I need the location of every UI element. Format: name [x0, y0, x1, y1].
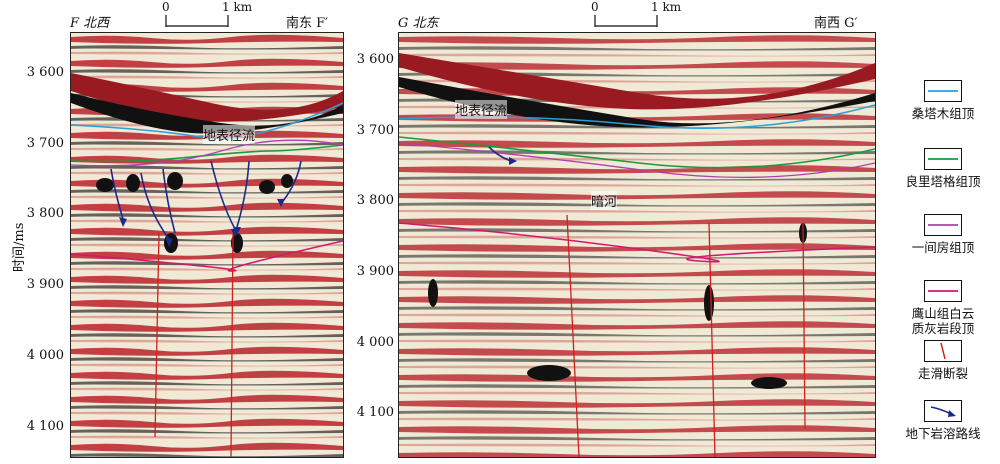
- right-seismic-section: [398, 32, 876, 458]
- legend-label: 地下岩溶路线: [905, 426, 981, 441]
- right-y-tick: 3 700: [356, 123, 394, 138]
- left-scale-end: 1 km: [222, 0, 253, 14]
- legend-swatch: [924, 340, 962, 362]
- right-y-tick: 3 800: [356, 193, 394, 208]
- left-y-tick: 4 000: [26, 348, 64, 363]
- right-y-tick: 4 000: [356, 335, 394, 350]
- legend-item: 走滑断裂: [888, 340, 998, 381]
- left-y-tick: 3 900: [26, 277, 64, 292]
- right-y-tick: 3 600: [356, 52, 394, 67]
- left-seismic-section: [70, 32, 344, 458]
- legend-swatch: [924, 280, 962, 302]
- left-y-tick: 4 100: [26, 419, 64, 434]
- right-y-tick: 4 100: [356, 405, 394, 420]
- left-scale-start: 0: [162, 0, 170, 14]
- legend-swatch: [924, 400, 962, 422]
- left-y-tick: 3 800: [26, 206, 64, 221]
- legend-item: 地下岩溶路线: [888, 400, 998, 441]
- left-y-tick: 3 600: [26, 65, 64, 80]
- right-scale-end: 1 km: [651, 0, 682, 14]
- legend-label: 鹰山组白云质灰岩段顶: [911, 306, 975, 336]
- right-panel-title-right: 南西 G′: [814, 16, 858, 31]
- legend-label: 桑塔木组顶: [911, 106, 975, 121]
- right-y-tick: 3 900: [356, 264, 394, 279]
- left-scale-bar: [165, 12, 229, 28]
- legend-item: 鹰山组白云质灰岩段顶: [888, 280, 998, 336]
- right-annotation-river: 暗河: [591, 191, 618, 210]
- legend-item: 一间房组顶: [888, 214, 998, 255]
- right-seismic-image: [399, 33, 875, 457]
- right-scale-start: 0: [591, 0, 599, 14]
- left-panel-title-right: 南东 F′: [286, 16, 329, 31]
- legend-item: 桑塔木组顶: [888, 80, 998, 121]
- legend-label: 良里塔格组顶: [905, 174, 981, 189]
- legend-item: 良里塔格组顶: [888, 148, 998, 189]
- legend-label: 一间房组顶: [911, 240, 975, 255]
- left-panel-title-left: F 北西: [70, 16, 110, 31]
- legend-swatch: [924, 148, 962, 170]
- right-scale-bar: [594, 12, 658, 28]
- right-panel-title-left: G 北东: [398, 16, 439, 31]
- left-annotation-runoff: 地表径流: [203, 125, 256, 144]
- right-annotation-runoff: 地表径流: [455, 100, 508, 119]
- left-y-tick: 3 700: [26, 136, 64, 151]
- legend-label: 走滑断裂: [917, 366, 968, 381]
- legend-swatch: [924, 214, 962, 236]
- legend-swatch: [924, 80, 962, 102]
- left-seismic-image: [71, 33, 343, 457]
- y-axis-label: 时间/ms: [12, 222, 27, 272]
